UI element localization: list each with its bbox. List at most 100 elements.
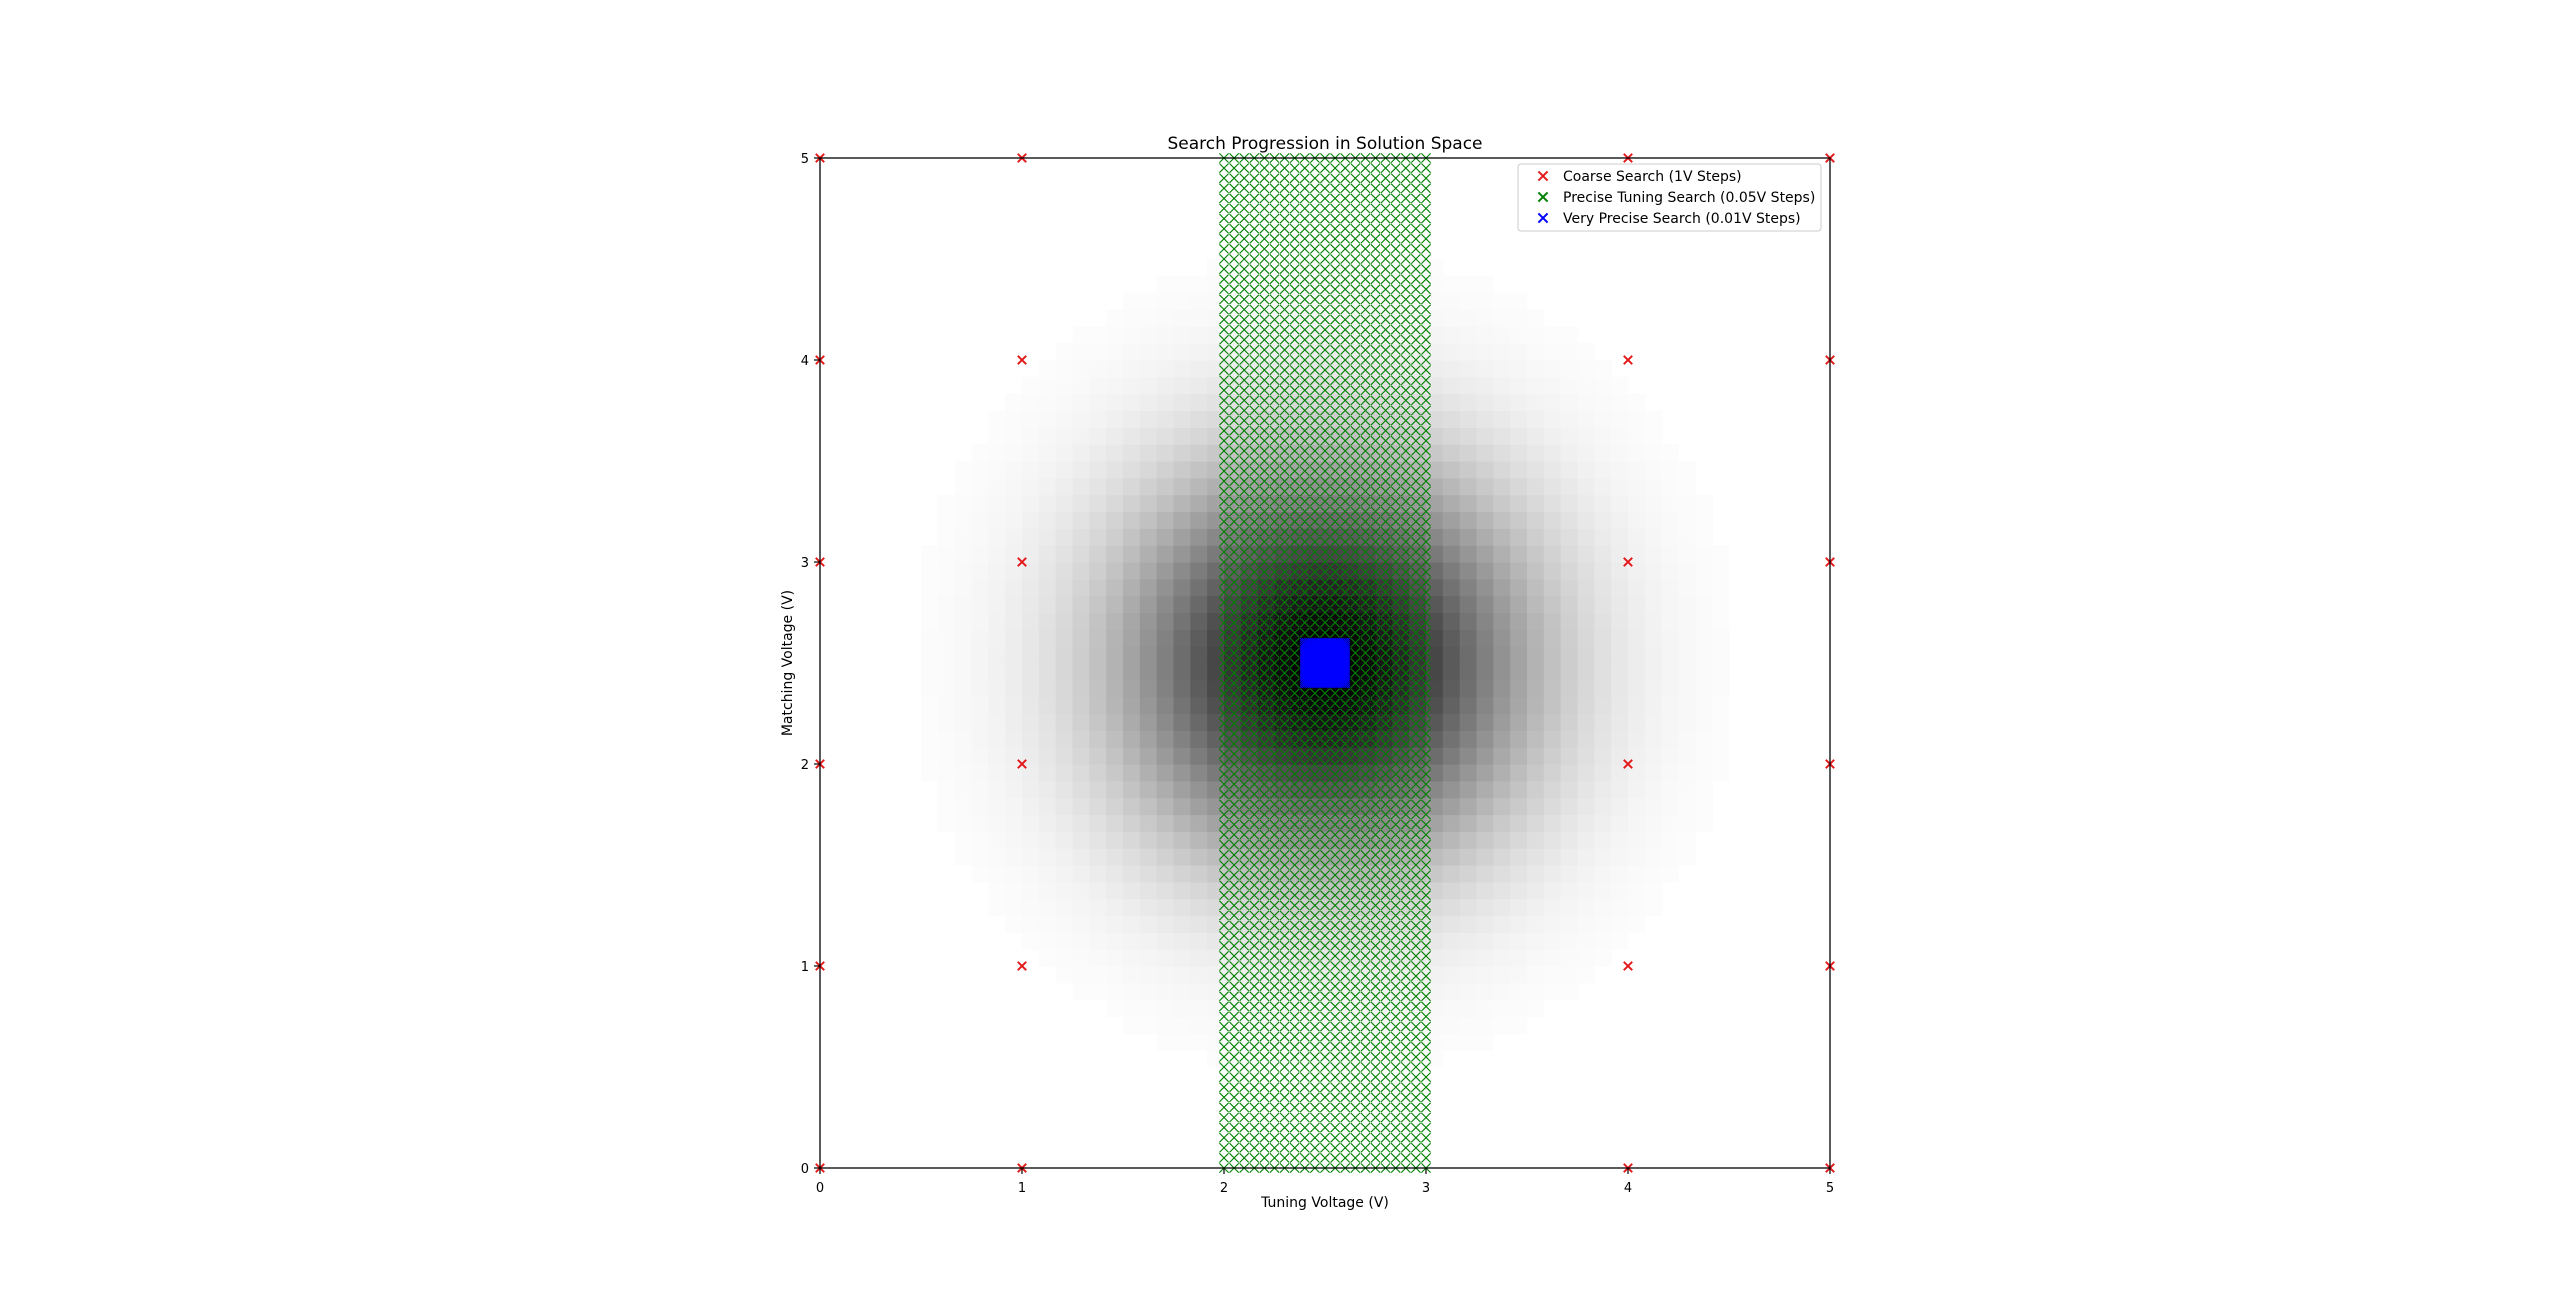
precise-search-point	[1249, 445, 1260, 456]
precise-search-point	[1421, 557, 1431, 567]
precise-search-point	[1249, 254, 1260, 264]
precise-search-point	[1390, 1001, 1401, 1012]
precise-search-point	[1360, 1062, 1371, 1072]
precise-search-point	[1360, 203, 1371, 214]
heatmap-cell	[937, 797, 956, 816]
precise-search-point	[1279, 334, 1290, 345]
heatmap-cell	[1459, 376, 1478, 395]
heatmap-cell	[1207, 679, 1225, 698]
heatmap-cell	[1527, 511, 1545, 529]
heatmap-cell	[1055, 545, 1074, 563]
heatmap-cell	[1005, 730, 1023, 748]
precise-search-point	[1340, 496, 1351, 507]
heatmap-cell	[937, 595, 956, 614]
precise-search-point	[1239, 1082, 1250, 1093]
precise-search-point	[1249, 597, 1260, 608]
precise-search-point	[1229, 900, 1240, 911]
precise-search-point	[1330, 476, 1341, 487]
heatmap-cell	[1510, 629, 1528, 647]
heatmap-cell	[1695, 528, 1713, 546]
heatmap-cell	[1628, 494, 1646, 513]
heatmap-cell	[1577, 881, 1595, 900]
heatmap-cell	[1173, 646, 1191, 664]
precise-search-point	[1360, 173, 1371, 184]
precise-search-point	[1330, 870, 1341, 881]
heatmap-cell	[1156, 982, 1175, 1001]
heatmap-cell	[1173, 494, 1191, 513]
precise-search-point	[1289, 183, 1300, 194]
precise-search-point	[1350, 546, 1361, 557]
precise-search-point	[1269, 971, 1280, 982]
heatmap-cell	[971, 764, 989, 782]
precise-search-point	[1340, 1001, 1351, 1012]
precise-search-point	[1370, 1031, 1381, 1042]
precise-search-point	[1239, 981, 1250, 992]
heatmap-cell	[1106, 831, 1124, 849]
heatmap-cell	[1560, 679, 1579, 698]
heatmap-cell	[1055, 932, 1074, 950]
x-tick-label: 3	[1422, 1181, 1430, 1196]
precise-search-point	[1259, 860, 1270, 870]
precise-search-point	[1330, 395, 1341, 406]
precise-search-point	[1380, 597, 1391, 608]
precise-search-point	[1330, 456, 1341, 466]
heatmap-cell	[1392, 747, 1410, 765]
precise-search-point	[1279, 405, 1290, 416]
heatmap-cell	[1661, 494, 1680, 513]
precise-search-point	[1309, 748, 1320, 759]
heatmap-cell	[1442, 797, 1461, 816]
precise-search-point	[1370, 961, 1381, 971]
precise-search-point	[1421, 254, 1431, 264]
precise-search-point	[1350, 456, 1361, 466]
heatmap-cell	[1510, 831, 1528, 849]
precise-search-point	[1380, 678, 1391, 689]
heatmap-cell	[1510, 393, 1528, 412]
precise-search-point	[1410, 1062, 1421, 1072]
precise-search-point	[1229, 445, 1240, 456]
heatmap-cell	[1055, 831, 1074, 849]
precise-search-point	[1320, 920, 1330, 931]
heatmap-cell	[1712, 595, 1730, 614]
precise-search-point	[1370, 708, 1381, 719]
heatmap-cell	[1139, 1016, 1158, 1034]
precise-search-point	[1320, 435, 1330, 446]
heatmap-cell	[1139, 528, 1158, 546]
precise-search-point	[1229, 910, 1240, 921]
heatmap-cell	[1510, 545, 1528, 563]
heatmap-cell	[1139, 410, 1158, 428]
precise-search-point	[1229, 577, 1240, 588]
heatmap-cell	[1005, 461, 1023, 479]
heatmap-cell	[1493, 730, 1511, 748]
precise-search-point	[1269, 637, 1280, 648]
heatmap-cell	[1156, 595, 1175, 614]
heatmap-cell	[1661, 865, 1680, 883]
precise-search-point	[1289, 950, 1300, 961]
precise-search-point	[1229, 1132, 1240, 1143]
heatmap-cell	[1055, 730, 1074, 748]
heatmap-cell	[1072, 578, 1090, 597]
precise-search-point	[1320, 466, 1330, 477]
precise-search-point	[1360, 496, 1371, 507]
heatmap-cell	[1695, 679, 1713, 698]
heatmap-cell	[1106, 949, 1124, 967]
precise-search-point	[1239, 405, 1250, 416]
precise-search-point	[1421, 617, 1431, 628]
heatmap-cell	[1139, 578, 1158, 597]
heatmap-cell	[971, 528, 989, 546]
precise-search-point	[1309, 880, 1320, 891]
precise-search-point	[1330, 496, 1341, 507]
heatmap-cell	[1560, 848, 1579, 866]
precise-search-point	[1370, 1072, 1381, 1083]
heatmap-cell	[1207, 376, 1225, 395]
precise-search-point	[1249, 930, 1260, 941]
precise-search-point	[1219, 607, 1229, 618]
precise-search-point	[1299, 779, 1310, 790]
heatmap-cell	[1527, 898, 1545, 917]
heatmap-cell	[1442, 1033, 1461, 1051]
precise-search-point	[1299, 456, 1310, 466]
heatmap-cell	[1072, 966, 1090, 984]
precise-search-point	[1350, 627, 1361, 638]
heatmap-cell	[1577, 444, 1595, 462]
heatmap-cell	[1190, 747, 1208, 765]
heatmap-cell	[1106, 629, 1124, 647]
